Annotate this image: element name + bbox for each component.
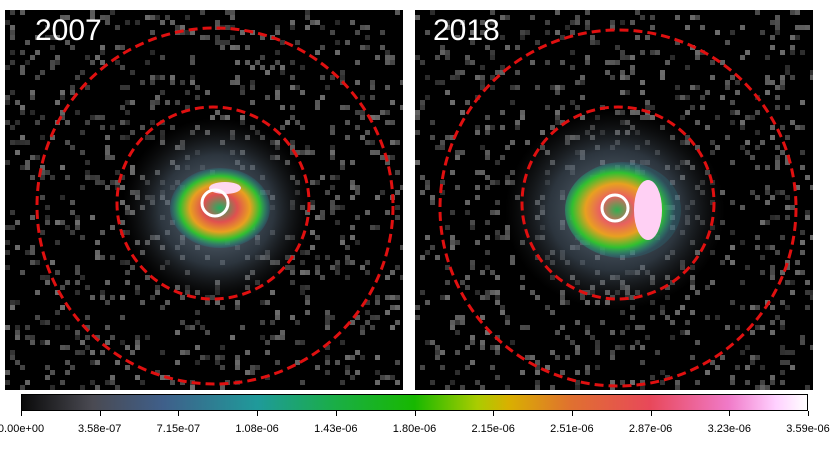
colorbar-tick-label: 2.15e-06 xyxy=(471,423,515,435)
xray-image-2007 xyxy=(5,10,403,390)
image-panel-2018: 2018 xyxy=(415,10,813,390)
colorbar-tick xyxy=(650,411,652,416)
nebula-core xyxy=(565,162,681,258)
colorbar-tick-label: 1.80e-06 xyxy=(392,423,437,435)
colorbar-tick-label: 3.59e-06 xyxy=(786,423,830,435)
source-circle xyxy=(200,188,230,218)
image-panel-2007: 2007 xyxy=(5,10,403,390)
colorbar-tick xyxy=(729,411,731,416)
colorbar-tick xyxy=(414,411,416,416)
colorbar-tick-label: 1.43e-06 xyxy=(314,423,358,435)
bright-knot xyxy=(634,180,662,240)
colorbar-tick-label: 2.87e-06 xyxy=(628,423,673,435)
colorbar-tick xyxy=(493,411,495,416)
colorbar-tick xyxy=(571,411,573,416)
colorbar-tick-label: 7.15e-07 xyxy=(156,423,201,435)
year-label: 2018 xyxy=(433,14,500,47)
inner-region-circle xyxy=(115,105,311,301)
outer-region-circle xyxy=(35,26,395,386)
xray-image-2018 xyxy=(415,10,813,390)
colorbar-tick xyxy=(335,411,337,416)
inner-region-circle xyxy=(520,105,716,301)
colorbar-tick-label: 1.08e-06 xyxy=(235,423,279,435)
year-label: 2007 xyxy=(35,14,102,47)
outer-region-circle xyxy=(438,28,798,388)
colorbar-ticks: 0.00e+00 3.58e-07 7.15e-07 1.08e-06 1.43e-06… xyxy=(0,411,830,451)
colorbar-tick xyxy=(99,411,101,416)
bright-knot xyxy=(209,182,241,194)
nebula-core xyxy=(170,168,270,248)
colorbar-tick-label: 0.00e+00 xyxy=(0,423,45,435)
colorbar-tick xyxy=(257,411,259,416)
colorbar xyxy=(21,394,808,411)
colorbar-tick-label: 3.23e-06 xyxy=(707,423,752,435)
colorbar-tick xyxy=(808,411,809,416)
colorbar-tick xyxy=(21,411,22,416)
colorbar-tick xyxy=(178,411,180,416)
colorbar-tick-label: 2.51e-06 xyxy=(550,423,594,435)
source-circle xyxy=(600,193,630,223)
colorbar-tick-label: 3.58e-07 xyxy=(77,423,122,435)
